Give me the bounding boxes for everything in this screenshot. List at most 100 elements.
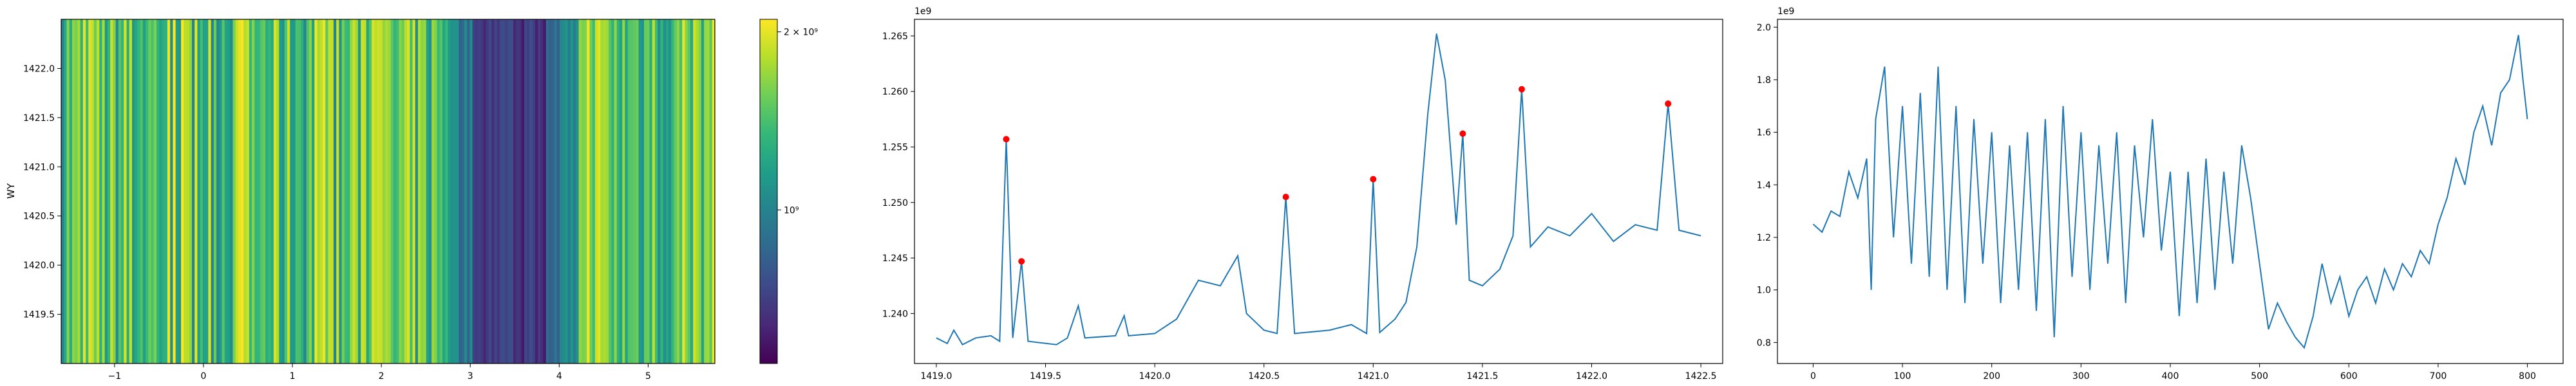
heatmap-cell [252,19,255,363]
heatmap-cell [545,19,549,363]
heatmap-cell [423,19,427,363]
heatmap-cell [317,19,321,363]
heatmap-cell [110,19,113,363]
heatmap-cell [270,19,274,363]
heatmap-cell [124,19,128,363]
heatmap-cell [499,19,503,363]
heatmap-cell [148,19,152,363]
heatmap-cell [104,19,108,363]
heatmap-cell [636,19,639,363]
heatmap-cell [265,19,269,363]
heatmap-cell [712,19,715,363]
heatmap-y-tick-label: 1421.0 [23,162,55,172]
heatmap-cell [461,19,465,363]
heatmap-cell [594,19,598,363]
heatmap-cell [709,19,713,363]
x-tick-label: 1419.5 [1030,371,1061,381]
heatmap-cell [284,19,288,363]
colorbar-gradient [760,19,777,363]
heatmap-cell [524,19,527,363]
signal-line-panel: 0 100 200 300 400 500 600 700 800 0.8 1.0 1.2 1.4 1.… [1757,6,2564,381]
heatmap-cell [208,19,212,363]
heatmap-cell [249,19,252,363]
heatmap-cell [633,19,636,363]
heatmap-cell [630,19,634,363]
heatmap-cell [366,19,370,363]
heatmap-x-tick-label: −1 [108,371,122,381]
heatmap-cell [647,19,650,363]
heatmap-cell [80,19,84,363]
heatmap-cell [372,19,375,363]
heatmap-cell [339,19,343,363]
heatmap-cell [330,19,334,363]
heatmap-cell [589,19,593,363]
heatmap-cell [690,19,694,363]
heatmap-cell [450,19,454,363]
heatmap-cell [663,19,667,363]
heatmap-cell [480,19,484,363]
heatmap-x-tick-label: 3 [468,371,473,381]
heatmap-y-tick-label: 1419.5 [23,310,55,320]
heatmap-cell [232,19,236,363]
heatmap-cell [614,19,618,363]
heatmap-cells [61,19,715,363]
heatmap-cell [502,19,506,363]
heatmap-cell [573,19,576,363]
heatmap-cell [407,19,410,363]
heatmap-cell [230,19,234,363]
heatmap-cell [505,19,509,363]
heatmap-cell [529,19,533,363]
heatmap-cell [682,19,686,363]
x-tick-label: 700 [2430,371,2447,381]
heatmap-cell [173,19,176,363]
heatmap-cell [611,19,615,363]
heatmap-cell [146,19,149,363]
heatmap-cell [374,19,378,363]
heatmap-cell [102,19,106,363]
y-tick-label: 1.8 [1757,75,1771,86]
heatmap-cell [178,19,182,363]
heatmap-cell [341,19,345,363]
heatmap-cell [532,19,536,363]
heatmap-x-tick-label: 2 [379,371,384,381]
heatmap-y-label: WY [5,183,17,199]
heatmap-cell [467,19,470,363]
heatmap-cell [88,19,92,363]
heatmap-cell [219,19,223,363]
heatmap-cell [328,19,332,363]
heatmap-cell [303,19,307,363]
heatmap-cell [205,19,209,363]
heatmap-cell [66,19,70,363]
y-tick-label: 2.0 [1757,23,1771,33]
heatmap-cell [507,19,511,363]
heatmap-y-tick-label: 1422.0 [23,64,55,74]
heatmap-cell [361,19,365,363]
heatmap-cell [202,19,206,363]
heatmap-y-tick-label: 1421.5 [23,113,55,124]
heatmap-cell [194,19,198,363]
colorbar-ticks: 2 × 10⁹ 10⁹ [777,27,818,216]
heatmap-cell [431,19,435,363]
colorbar-tick-label: 2 × 10⁹ [784,27,818,37]
signal-plot-frame [1777,19,2564,364]
heatmap-cell [685,19,688,363]
heatmap-cell [192,19,195,363]
heatmap-cell [410,19,413,363]
x-tick-label: 1421.5 [1466,371,1498,381]
heatmap-cell [418,19,421,363]
heatmap-cell [562,19,565,363]
x-tick-label: 500 [2251,371,2268,381]
heatmap-cell [399,19,402,363]
x-tick-label: 300 [2072,371,2090,381]
heatmap-x-tick-label: 1 [290,371,296,381]
heatmap-cell [276,19,279,363]
heatmap-cell [527,19,531,363]
heatmap-cell [164,19,168,363]
heatmap-cell [181,19,184,363]
x-tick-label: 100 [1894,371,1911,381]
heatmap-cell [323,19,326,363]
heatmap-cell [445,19,449,363]
peaks-offset-label: 1e9 [914,6,931,17]
heatmap-cell [159,19,163,363]
